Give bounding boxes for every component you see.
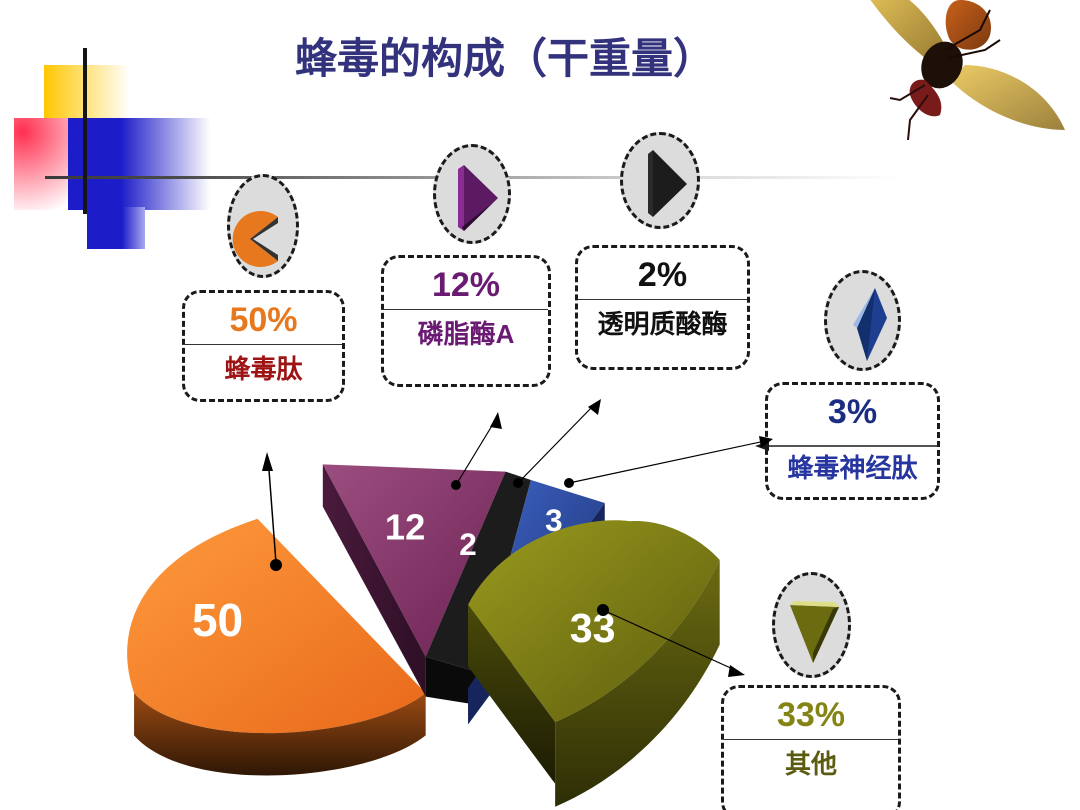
svg-text:12: 12 (385, 506, 425, 547)
svg-text:50: 50 (192, 594, 243, 646)
svg-text:2: 2 (459, 527, 476, 562)
